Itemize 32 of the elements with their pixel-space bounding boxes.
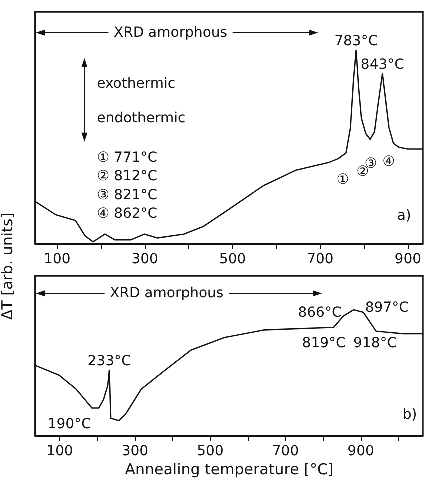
annotation: 190°C [48,416,92,432]
annotation: a) [397,208,412,224]
annotation: 233°C [88,353,132,370]
annotation: ③ 821°C [97,187,158,204]
x-tick-label: 100 [46,444,74,460]
y-axis-title: ΔT [arb. units] [0,212,16,320]
text: XRD amorphous [110,286,224,302]
x-tick-label: 500 [219,252,246,268]
annotation: 866°C [298,304,342,321]
annotation: ① [336,172,350,188]
x-tick-label: 900 [348,444,374,460]
annotation: 897°C [365,300,410,316]
x-tick-label: 900 [394,252,422,268]
annotation: ① 771°C [97,150,158,166]
annotation: 783°C [334,34,378,50]
x-tick-label: 100 [44,252,71,268]
x-tick-label: 700 [272,444,300,460]
x-tick-label: 300 [122,444,149,460]
annotation: 819°C [302,336,346,352]
x-axis-title: Annealing temperature [°C] [125,460,334,478]
x-tick-label: 500 [197,444,224,460]
annotation: exothermic [97,76,176,92]
annotation: 918°C [354,336,398,352]
annotation: ② 812°C [97,168,158,185]
x-tick-label: 700 [307,252,334,268]
annotation: 843°C [360,56,405,73]
annotation: endothermic [97,110,186,127]
annotation: b) [402,407,418,424]
annotation: ④ [382,154,396,170]
text: XRD amorphous [114,24,228,41]
annotation: ④ 862°C [97,206,158,222]
x-tick-label: 300 [132,252,158,268]
